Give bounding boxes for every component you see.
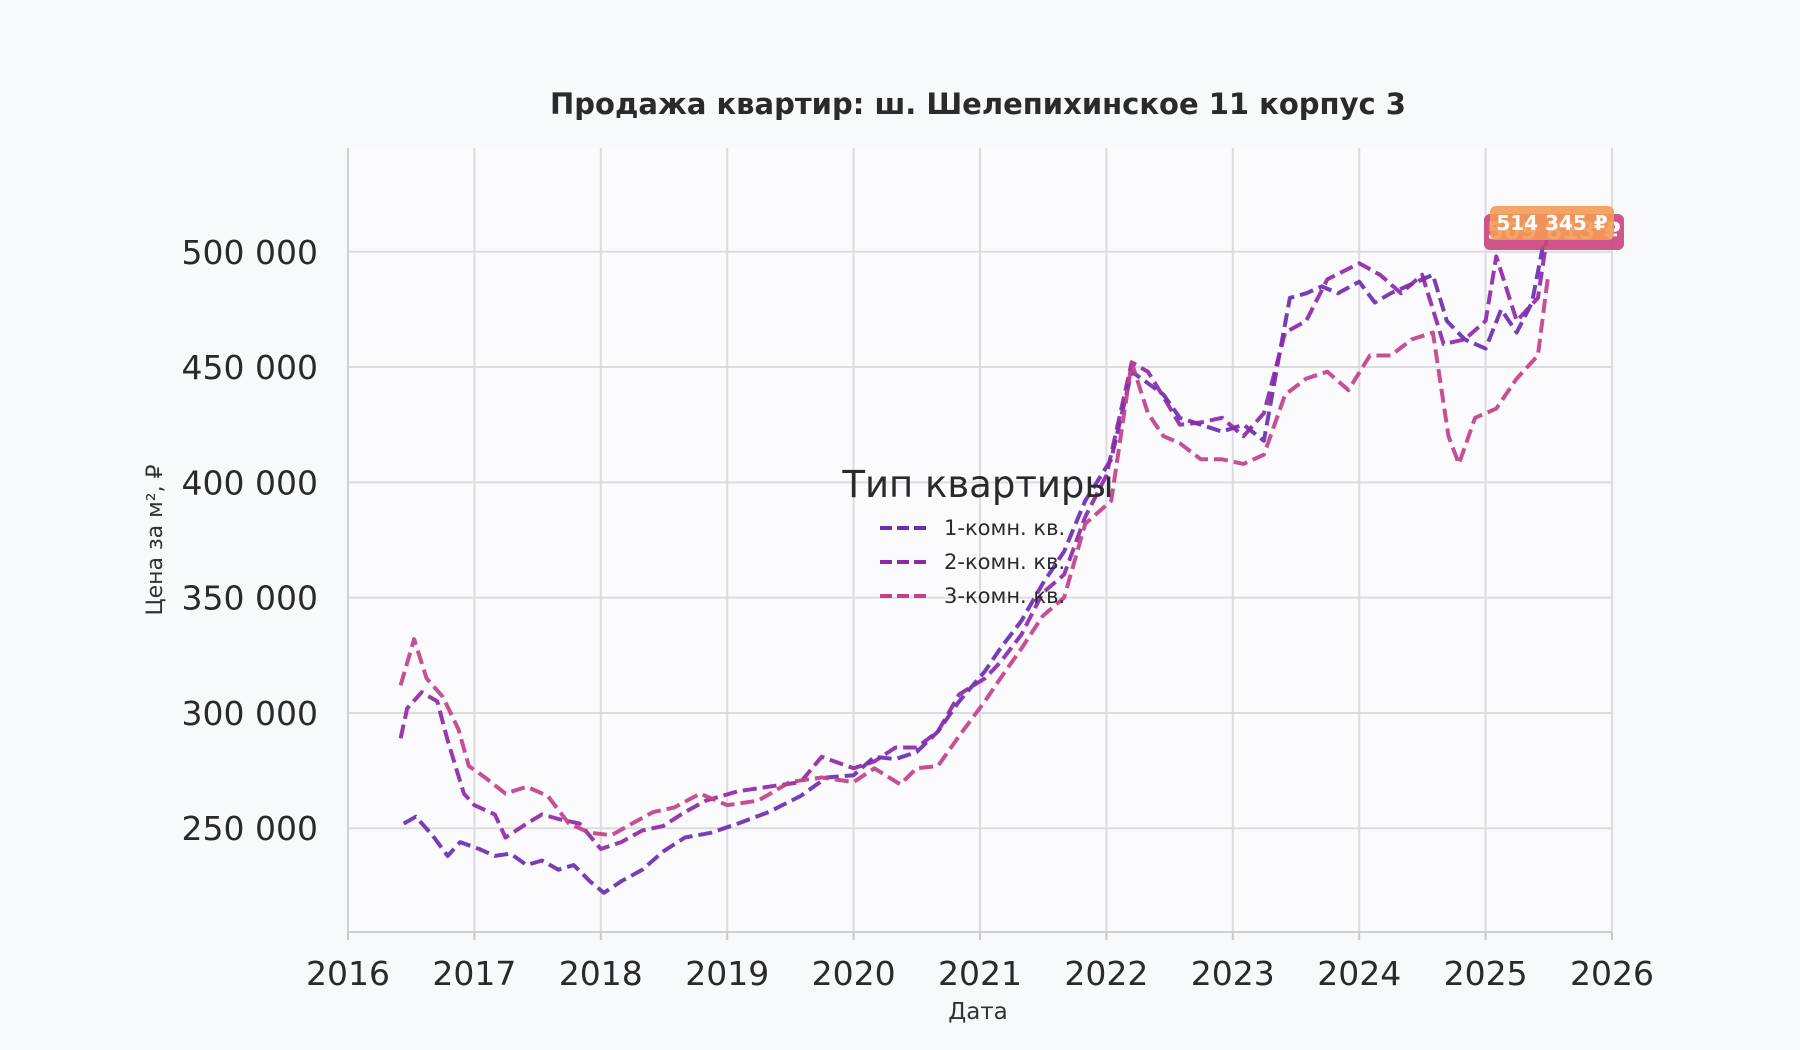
series-line-3 (398, 274, 1551, 838)
annotation-box (1490, 206, 1614, 240)
x-tick-label: 2023 (1191, 954, 1275, 993)
series-line-2 (398, 228, 1551, 851)
series-line-1 (402, 218, 1551, 895)
axes: 2016 2017 2018 2019 2020 2021 2022 2023 2024 2025… (182, 148, 1654, 993)
y-axis-label: Цена за м², ₽ (143, 464, 168, 615)
x-axis-label: Дата (948, 999, 1008, 1025)
y-tick-label: 400 000 (182, 463, 318, 502)
y-tick-label: 350 000 (182, 579, 318, 618)
x-tick-label: 2024 (1317, 954, 1401, 993)
legend-label: 2-комн. кв. (944, 550, 1065, 574)
x-tick-label: 2019 (685, 954, 769, 993)
legend-title: Тип квартиры (841, 463, 1113, 506)
legend-label: 3-комн. кв. (944, 584, 1065, 608)
value-annotations: 509 813 ₽514 345 ₽ (1484, 206, 1624, 250)
series-lines (398, 218, 1551, 895)
x-tick-label: 2017 (432, 954, 516, 993)
x-tick-label: 2016 (306, 954, 390, 993)
grid (347, 148, 1613, 932)
x-tick-label: 2020 (812, 954, 896, 993)
y-tick-label: 450 000 (182, 348, 318, 387)
x-tick-label: 2026 (1570, 954, 1654, 993)
chart-title: Продажа квартир: ш. Шелепихинское 11 кор… (550, 87, 1406, 121)
legend-label: 1-комн. кв. (944, 516, 1065, 540)
annotation-label: 514 345 ₽ (1496, 211, 1607, 235)
x-tick-label: 2018 (559, 954, 643, 993)
legend: Тип квартиры 1-комн. кв. 2-комн. кв. 3-комн… (841, 463, 1113, 608)
x-tick-label: 2025 (1444, 954, 1528, 993)
y-tick-label: 500 000 (182, 233, 318, 272)
y-tick-label: 250 000 (182, 809, 318, 848)
y-tick-label: 300 000 (182, 694, 318, 733)
x-tick-label: 2021 (938, 954, 1022, 993)
x-tick-label: 2022 (1064, 954, 1148, 993)
